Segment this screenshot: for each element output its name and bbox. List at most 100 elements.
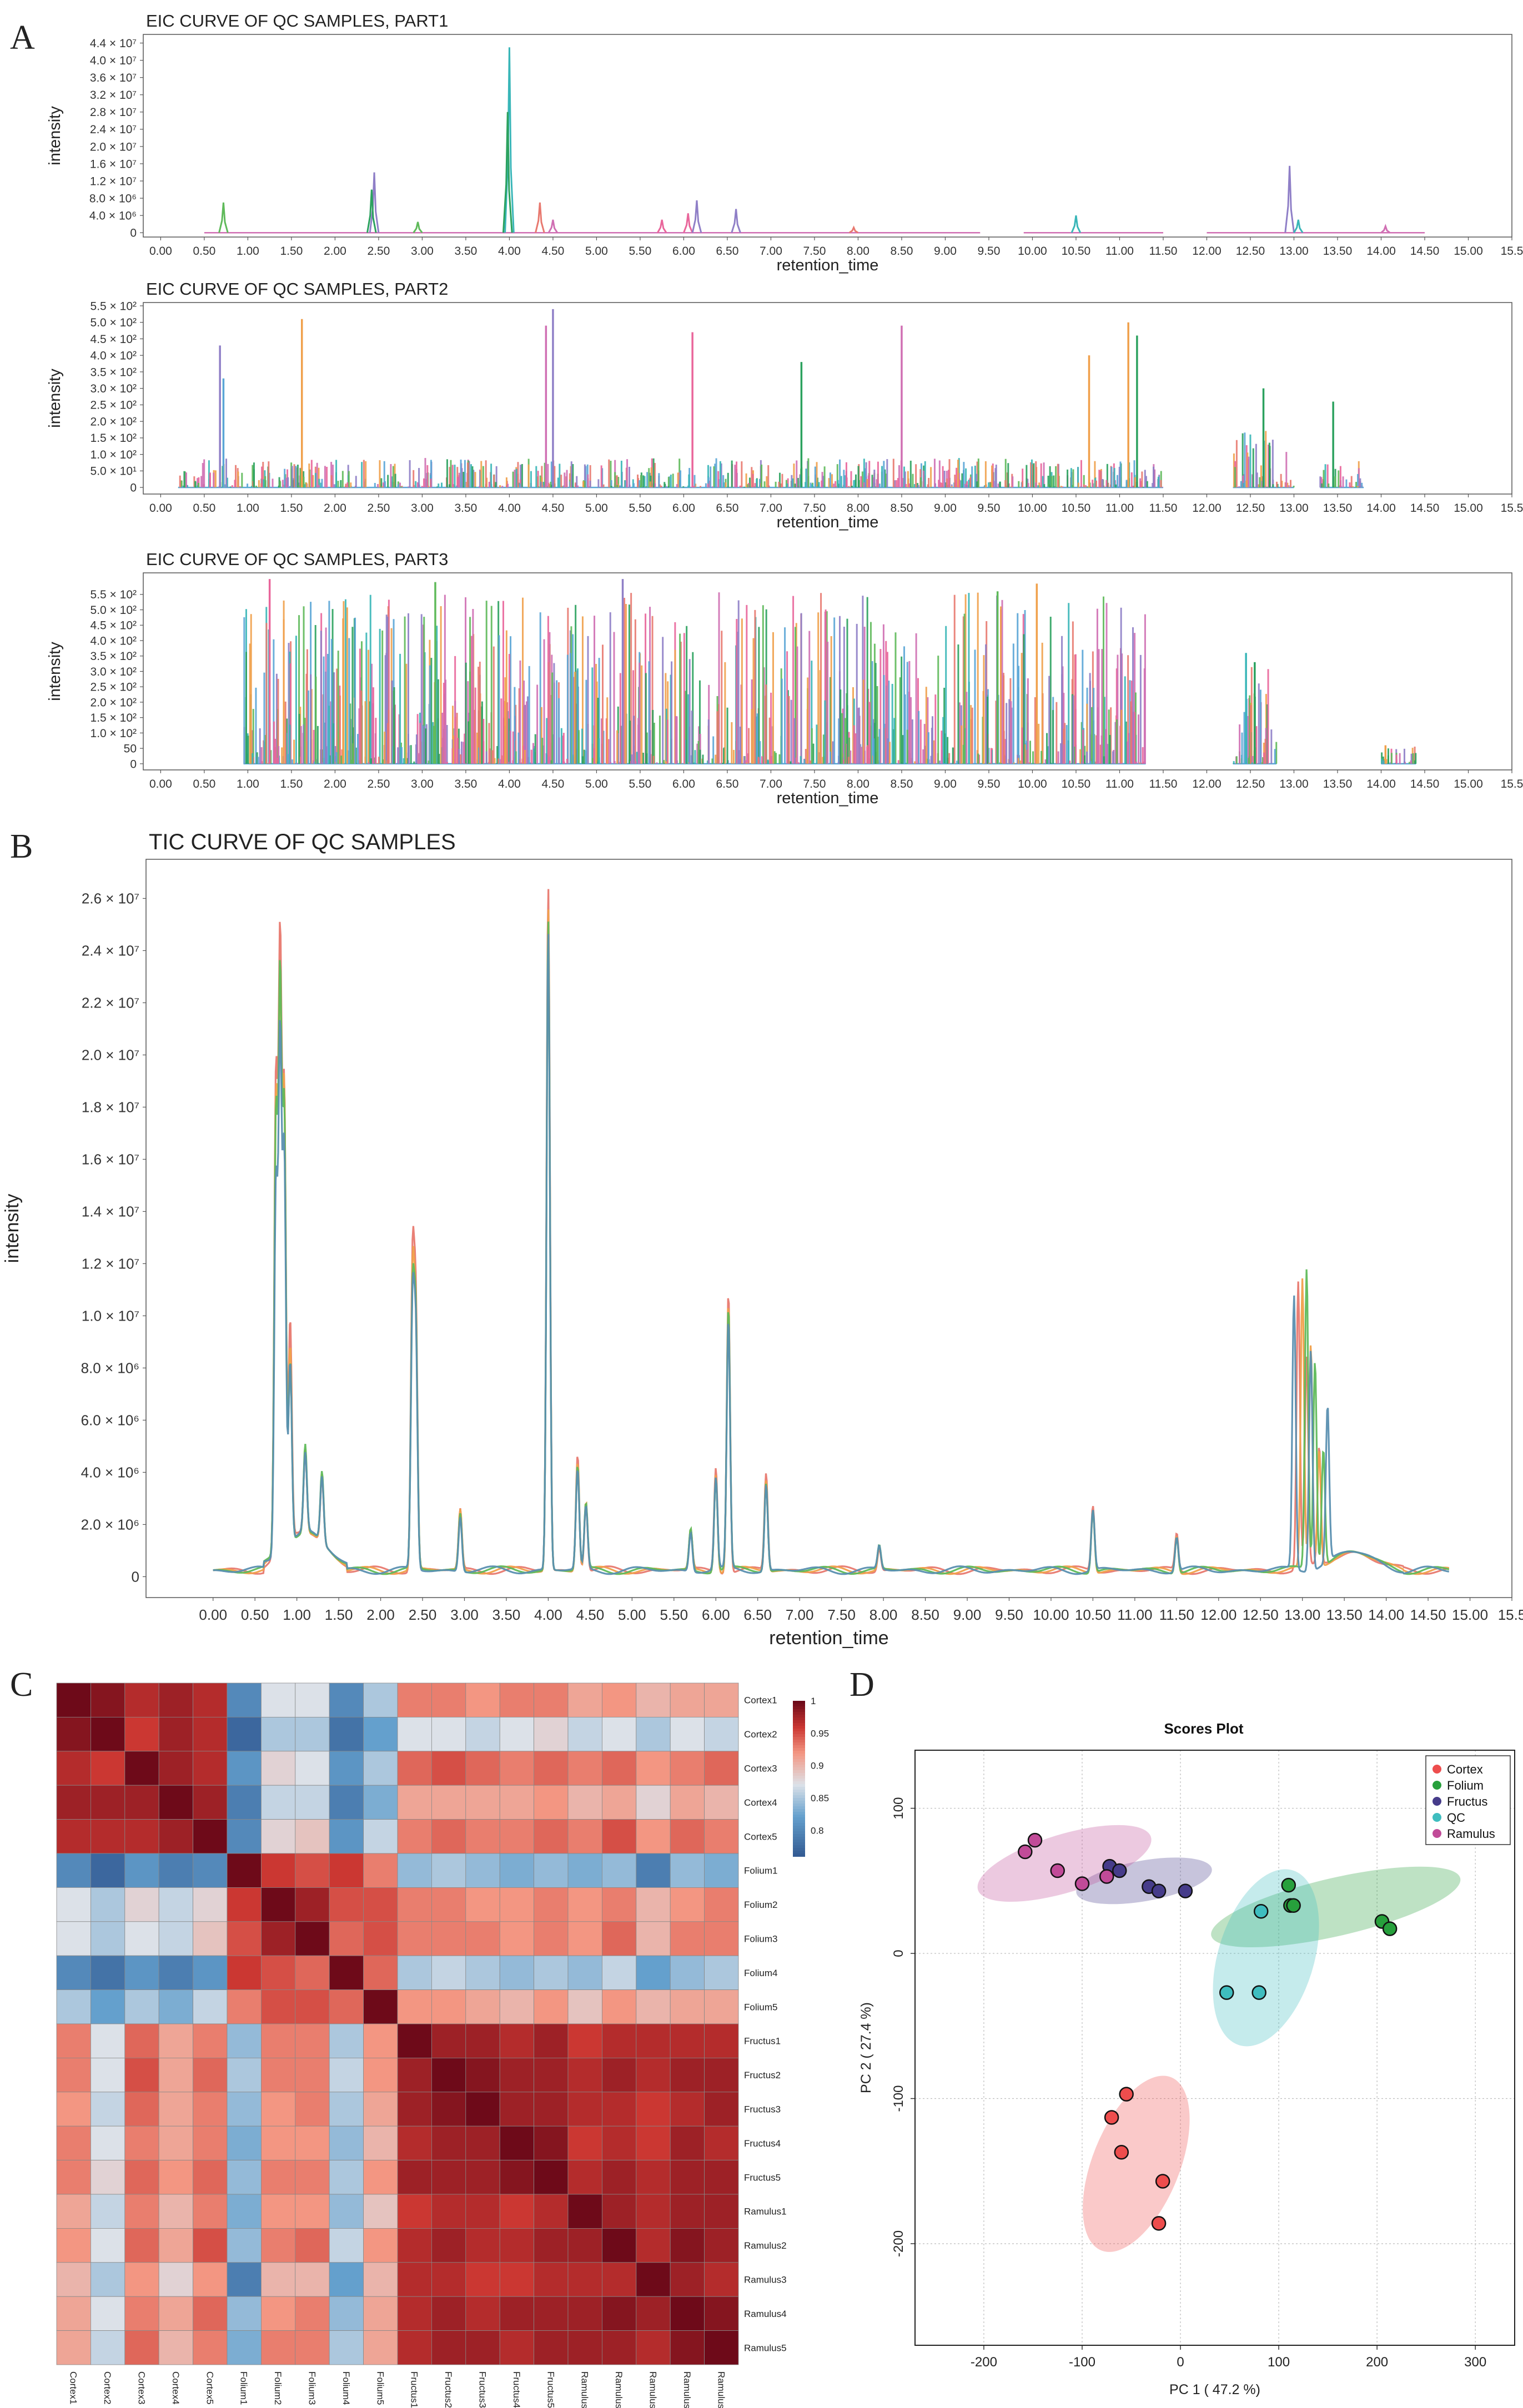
heatmap-row-label: Ramulus4 <box>744 2309 787 2319</box>
heatmap-cell <box>295 2092 330 2127</box>
heatmap-col-label: Ramulus1 <box>580 2371 590 2408</box>
heatmap-cell <box>260 1853 296 1888</box>
colorbar-segment <box>793 1781 805 1785</box>
x-tick-label: 4.00 <box>534 1606 562 1623</box>
heatmap-cell <box>431 1716 466 1752</box>
x-tick-label: 9.50 <box>978 778 1001 790</box>
heatmap-cell <box>56 1887 91 1922</box>
x-tick-label: 11.00 <box>1105 778 1134 790</box>
heatmap-cell <box>534 1989 569 2024</box>
heatmap-cell <box>90 1887 125 1922</box>
heatmap-cell <box>260 1989 296 2024</box>
heatmap-cell <box>567 1853 602 1888</box>
heatmap-col-label: Fructus4 <box>511 2371 522 2408</box>
heatmap-cell <box>465 2023 500 2058</box>
eic-peak <box>1380 224 1391 234</box>
heatmap-cell <box>260 1819 296 1854</box>
heatmap-cell <box>363 1887 398 1922</box>
heatmap-col-label: Cortex5 <box>204 2371 215 2405</box>
y-tick-label: 3.6 × 10⁷ <box>90 72 137 84</box>
x-tick-label: 4.50 <box>576 1606 605 1623</box>
score-point <box>1219 1985 1234 2000</box>
colorbar-segment <box>793 1756 805 1760</box>
y-tick-label: 5.5 × 10² <box>91 300 137 313</box>
x-tick-label: 8.50 <box>891 778 913 790</box>
heatmap-cell <box>534 2160 569 2195</box>
heatmap-cell <box>56 1751 91 1786</box>
y-tick-label: 1.0 × 10² <box>91 727 137 740</box>
heatmap-col-label: Cortex4 <box>170 2371 181 2405</box>
colorbar-segment <box>793 1720 805 1724</box>
heatmap-row-label: Fructus5 <box>744 2172 781 2183</box>
x-tick-label: 8.50 <box>891 502 913 515</box>
y-tick-label: 2.0 × 10² <box>91 415 137 428</box>
heatmap-cell <box>158 2160 194 2195</box>
colorbar-segment <box>793 1706 805 1710</box>
y-tick-label: 0 <box>130 758 137 770</box>
group-ellipse <box>1213 1869 1319 2047</box>
heatmap-cell <box>363 2160 398 2195</box>
colorbar-segment <box>793 1737 805 1740</box>
heatmap-row-label: Cortex5 <box>744 1831 777 1842</box>
heatmap-cell <box>260 1716 296 1752</box>
heatmap-cell <box>56 2194 91 2229</box>
heatmap-cell <box>295 1682 330 1717</box>
heatmap-cell <box>431 1853 466 1888</box>
x-tick-label: 9.00 <box>934 778 957 790</box>
score-point <box>1027 1832 1043 1848</box>
heatmap-cell <box>90 2125 125 2160</box>
heatmap-row-label: Fructus3 <box>744 2104 781 2115</box>
heatmap-cell <box>602 1955 637 1990</box>
heatmap-cell <box>158 2228 194 2263</box>
heatmap-cell <box>193 1819 228 1854</box>
heatmap-cell <box>636 1819 671 1854</box>
heatmap-cell <box>431 2228 466 2263</box>
heatmap-cell <box>670 1921 705 1956</box>
heatmap-cell <box>397 2023 432 2058</box>
heatmap-col-label: Ramulus2 <box>614 2371 624 2408</box>
eic-peak <box>502 112 513 233</box>
heatmap-cell <box>534 1921 569 1956</box>
heatmap-cell <box>567 2296 602 2331</box>
heatmap-cell <box>363 2125 398 2160</box>
heatmap-cell <box>602 1853 637 1888</box>
heatmap-cell <box>499 1921 535 1956</box>
heatmap-cell <box>90 1955 125 1990</box>
y-tick-label: 3.5 × 10² <box>91 650 137 663</box>
x-tick-label: 2.00 <box>324 245 346 258</box>
heatmap-cell <box>329 1989 364 2024</box>
colorbar-tick-label: 0.85 <box>811 1793 829 1804</box>
colorbar-segment <box>793 1837 805 1840</box>
panel-letter-c: C <box>10 1666 33 1704</box>
y-tick-label: -200 <box>891 2230 906 2257</box>
heatmap-cell <box>704 2125 739 2160</box>
heatmap-cell <box>90 1785 125 1820</box>
y-tick-label: 1.2 × 10⁷ <box>90 175 137 188</box>
heatmap-cell <box>227 1887 262 1922</box>
score-point <box>1018 1844 1033 1860</box>
heatmap-cell <box>534 2194 569 2229</box>
y-tick-label: 1.5 × 10² <box>91 712 137 724</box>
heatmap-cell <box>295 2296 330 2331</box>
pca-title: Scores Plot <box>1164 1720 1243 1737</box>
x-tick-label: 13.00 <box>1279 502 1309 515</box>
heatmap-cell <box>636 1785 671 1820</box>
heatmap-cell <box>567 2125 602 2160</box>
heatmap-cell <box>124 1682 159 1717</box>
heatmap-cell <box>602 1989 637 2024</box>
colorbar-segment <box>793 1770 805 1774</box>
x-tick-label: 6.50 <box>716 502 739 515</box>
heatmap-cell <box>56 1989 91 2024</box>
heatmap-cell <box>397 1785 432 1820</box>
x-tick-label: 15.00 <box>1452 1606 1488 1623</box>
y-tick-label: 8.0 × 10⁶ <box>89 192 137 205</box>
y-tick-label: 3.5 × 10² <box>91 366 137 379</box>
x-tick-label: 11.50 <box>1149 502 1177 515</box>
x-tick-label: 13.50 <box>1323 778 1353 790</box>
heatmap-cell <box>534 1853 569 1888</box>
heatmap-col-label: Cortex2 <box>102 2371 113 2405</box>
heatmap-cell <box>295 2262 330 2297</box>
heatmap-cell <box>567 2160 602 2195</box>
heatmap-cell <box>465 2160 500 2195</box>
x-tick-label: 10.50 <box>1062 502 1091 515</box>
